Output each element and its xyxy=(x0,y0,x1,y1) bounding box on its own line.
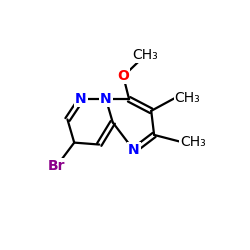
Text: N: N xyxy=(128,143,140,157)
Text: Br: Br xyxy=(48,159,66,173)
Text: CH₃: CH₃ xyxy=(132,48,158,62)
Text: CH₃: CH₃ xyxy=(180,135,206,149)
Text: O: O xyxy=(118,69,129,83)
Text: N: N xyxy=(100,92,112,106)
Text: CH₃: CH₃ xyxy=(174,91,200,105)
Text: N: N xyxy=(75,92,87,106)
